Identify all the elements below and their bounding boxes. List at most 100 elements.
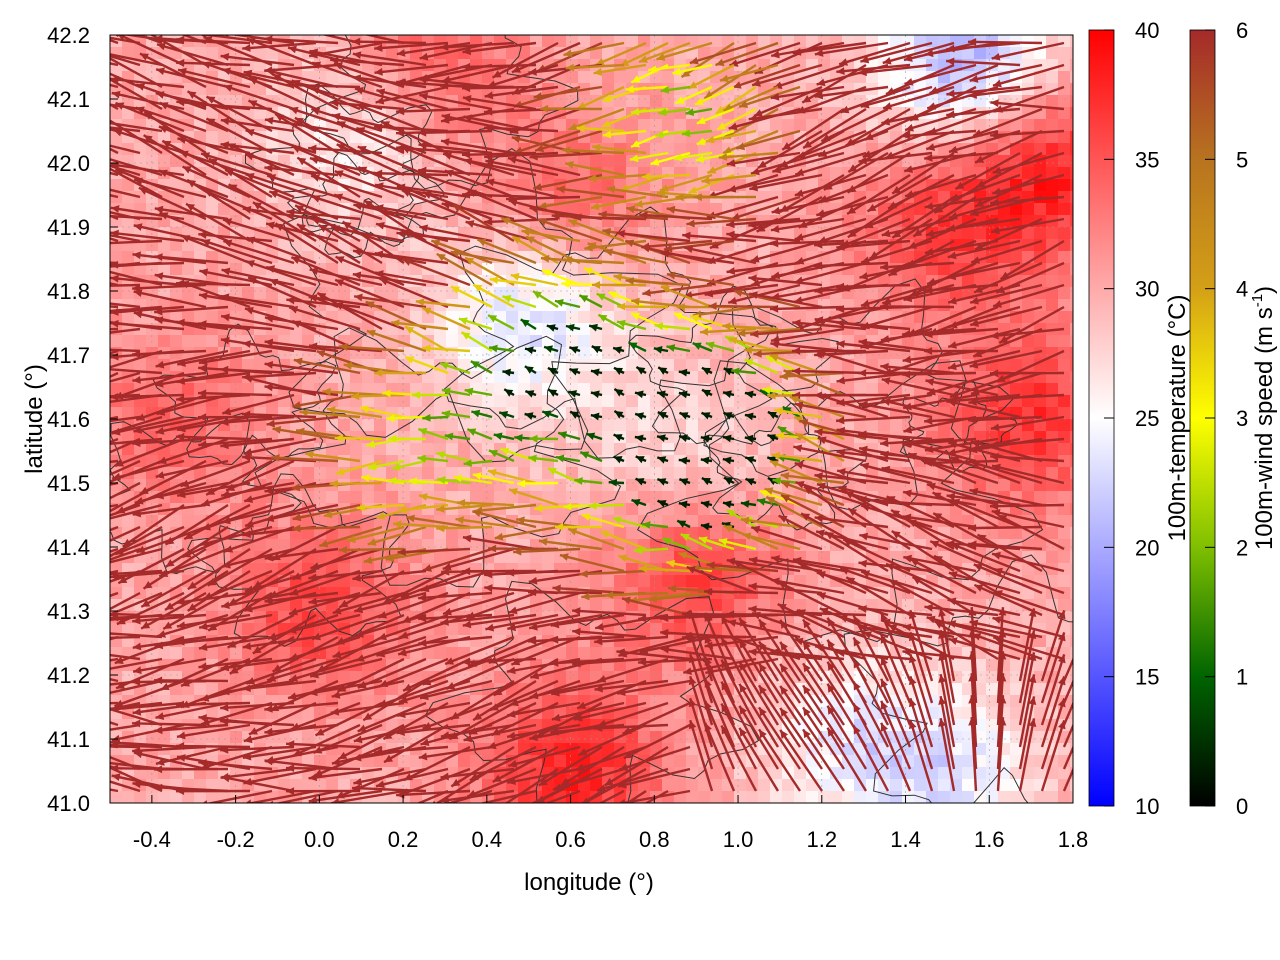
heatmap-cell [554, 395, 567, 408]
heatmap-cell [614, 419, 627, 432]
heatmap-cell [950, 479, 963, 492]
heatmap-cell [494, 383, 507, 396]
heatmap-cell [1046, 407, 1059, 420]
heatmap-cell [482, 311, 495, 324]
heatmap-cell [698, 47, 711, 60]
heatmap-cell [1070, 731, 1073, 744]
heatmap-cell [458, 359, 471, 372]
heatmap-cell [146, 335, 159, 348]
heatmap-cell [854, 287, 867, 300]
heatmap-cell [1058, 263, 1071, 276]
heatmap-cell [554, 491, 567, 504]
heatmap-cell [650, 335, 663, 348]
heatmap-cell [854, 251, 867, 264]
heatmap-cell [254, 419, 267, 432]
heatmap-cell [602, 455, 615, 468]
heatmap-cell [590, 731, 603, 744]
heatmap-cell [686, 263, 699, 276]
heatmap-cell [626, 467, 639, 480]
heatmap-cell [170, 647, 183, 660]
heatmap-cell [398, 323, 411, 336]
heatmap-cell [686, 467, 699, 480]
heatmap-cell [1034, 227, 1047, 240]
heatmap-cell [602, 311, 615, 324]
heatmap-cell [1034, 71, 1047, 84]
heatmap-cell [938, 167, 951, 180]
heatmap-cell [614, 575, 627, 588]
heatmap-cell [542, 287, 555, 300]
heatmap-cell [518, 287, 531, 300]
heatmap-cell [590, 179, 603, 192]
heatmap-cell [578, 395, 591, 408]
heatmap-cell [386, 263, 399, 276]
heatmap-cell [1010, 203, 1023, 216]
heatmap-cell [374, 419, 387, 432]
heatmap-cell [710, 431, 723, 444]
heatmap-cell [494, 491, 507, 504]
heatmap-cell [806, 383, 819, 396]
heatmap-cell [650, 263, 663, 276]
heatmap-cell [110, 311, 123, 324]
heatmap-cell [650, 503, 663, 516]
heatmap-cell [602, 647, 615, 660]
heatmap-cell [1070, 671, 1073, 684]
heatmap-cell [590, 371, 603, 384]
heatmap-cell [362, 767, 375, 780]
heatmap-cell [986, 731, 999, 744]
heatmap-cell [818, 119, 831, 132]
heatmap-cell [122, 335, 135, 348]
heatmap-cell [362, 371, 375, 384]
heatmap-cell [578, 311, 591, 324]
heatmap-cell [986, 743, 999, 756]
heatmap-cell [1034, 275, 1047, 288]
heatmap-cell [578, 179, 591, 192]
heatmap-cell [650, 95, 663, 108]
heatmap-cell [506, 419, 519, 432]
heatmap-cell [482, 131, 495, 144]
heatmap-cell [650, 395, 663, 408]
heatmap-cell [146, 155, 159, 168]
heatmap-cell [734, 455, 747, 468]
heatmap-cell [626, 263, 639, 276]
heatmap-cell [194, 683, 207, 696]
heatmap-cell [446, 443, 459, 456]
heatmap-cell [146, 263, 159, 276]
heatmap-cell [1070, 35, 1073, 48]
heatmap-cell [218, 731, 231, 744]
heatmap-cell [734, 383, 747, 396]
heatmap-cell [1070, 491, 1073, 504]
heatmap-cell [1070, 227, 1073, 240]
heatmap-cell [830, 47, 843, 60]
heatmap-cell [554, 119, 567, 132]
heatmap-cell [194, 107, 207, 120]
heatmap-cell [566, 311, 579, 324]
heatmap-cell [1070, 467, 1073, 480]
heatmap-cell [254, 383, 267, 396]
heatmap-cell [626, 563, 639, 576]
heatmap-cell [530, 311, 543, 324]
heatmap-cell [626, 443, 639, 456]
heatmap-cell [158, 647, 171, 660]
heatmap-cell [1022, 443, 1035, 456]
heatmap-cell [566, 287, 579, 300]
heatmap-cell [458, 755, 471, 768]
heatmap-cell [122, 179, 135, 192]
heatmap-cell [566, 95, 579, 108]
heatmap-cell [866, 311, 879, 324]
heatmap-cell [1070, 443, 1073, 456]
heatmap-cell [650, 35, 663, 48]
heatmap-cell [590, 491, 603, 504]
heatmap-cell [1058, 443, 1071, 456]
heatmap-cell [818, 59, 831, 72]
heatmap-cell [902, 419, 915, 432]
heatmap-cell [254, 107, 267, 120]
heatmap-cell [458, 239, 471, 252]
heatmap-cell [578, 383, 591, 396]
heatmap-cell [1058, 251, 1071, 264]
heatmap-cell [302, 467, 315, 480]
heatmap-cell [230, 131, 243, 144]
heatmap-cell [1010, 383, 1023, 396]
heatmap-cell [290, 323, 303, 336]
heatmap-cell [350, 155, 363, 168]
